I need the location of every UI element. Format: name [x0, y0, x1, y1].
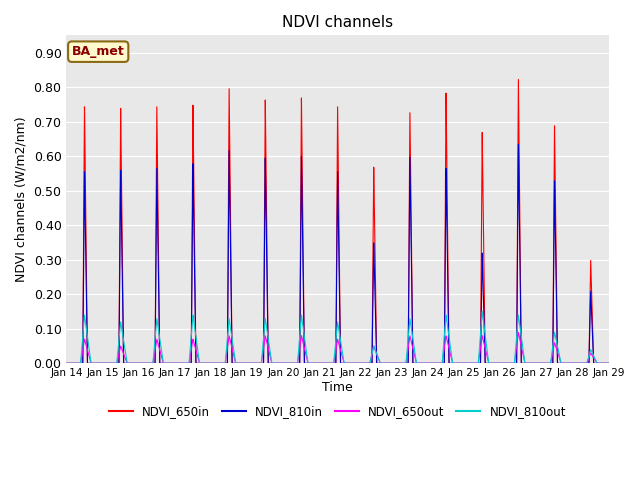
NDVI_810in	[328, 360, 335, 366]
NDVI_810out	[576, 360, 584, 366]
NDVI_810out	[63, 360, 70, 366]
NDVI_810in	[65, 360, 73, 366]
NDVI_810in	[576, 360, 584, 366]
NDVI_810out	[605, 360, 612, 366]
NDVI_650out	[169, 360, 177, 366]
NDVI_650in	[95, 360, 102, 366]
Y-axis label: NDVI channels (W/m2/nm): NDVI channels (W/m2/nm)	[15, 117, 28, 282]
NDVI_810out	[169, 360, 177, 366]
Title: NDVI channels: NDVI channels	[282, 15, 393, 30]
NDVI_650in	[85, 360, 93, 366]
NDVI_810out	[65, 360, 73, 366]
NDVI_650in	[605, 360, 612, 366]
Legend: NDVI_650in, NDVI_810in, NDVI_650out, NDVI_810out: NDVI_650in, NDVI_810in, NDVI_650out, NDV…	[104, 401, 571, 423]
NDVI_650out	[63, 360, 70, 366]
Line: NDVI_650in: NDVI_650in	[67, 80, 609, 363]
NDVI_650in	[169, 360, 177, 366]
NDVI_650in	[328, 360, 335, 366]
NDVI_810in	[605, 360, 612, 366]
NDVI_650out	[605, 360, 612, 366]
X-axis label: Time: Time	[322, 381, 353, 394]
NDVI_650in	[576, 360, 584, 366]
NDVI_810in	[515, 142, 522, 147]
NDVI_810out	[328, 360, 335, 366]
NDVI_650out	[85, 353, 93, 359]
NDVI_810in	[85, 360, 93, 366]
NDVI_810in	[169, 360, 177, 366]
NDVI_650out	[65, 360, 73, 366]
NDVI_810out	[85, 345, 93, 350]
NDVI_810out	[478, 309, 486, 314]
NDVI_650in	[65, 360, 73, 366]
NDVI_650out	[576, 360, 584, 366]
Line: NDVI_810out: NDVI_810out	[67, 312, 609, 363]
Line: NDVI_810in: NDVI_810in	[67, 144, 609, 363]
NDVI_650in	[515, 77, 522, 83]
Text: BA_met: BA_met	[72, 45, 125, 58]
NDVI_650out	[515, 330, 522, 336]
NDVI_650out	[95, 360, 102, 366]
NDVI_810out	[95, 360, 102, 366]
NDVI_650out	[328, 360, 335, 366]
Line: NDVI_650out: NDVI_650out	[67, 333, 609, 363]
NDVI_650in	[63, 360, 70, 366]
NDVI_810in	[63, 360, 70, 366]
NDVI_810in	[95, 360, 102, 366]
